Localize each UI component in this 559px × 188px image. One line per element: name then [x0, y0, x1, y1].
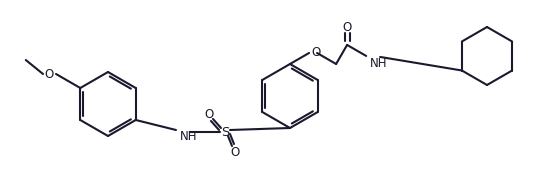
Text: NH: NH	[370, 58, 387, 70]
Text: O: O	[44, 67, 54, 80]
Text: O: O	[230, 146, 240, 158]
Text: NH: NH	[180, 130, 197, 143]
Text: O: O	[311, 46, 321, 59]
Text: O: O	[205, 108, 214, 121]
Text: O: O	[343, 21, 352, 34]
Text: S: S	[221, 126, 229, 139]
